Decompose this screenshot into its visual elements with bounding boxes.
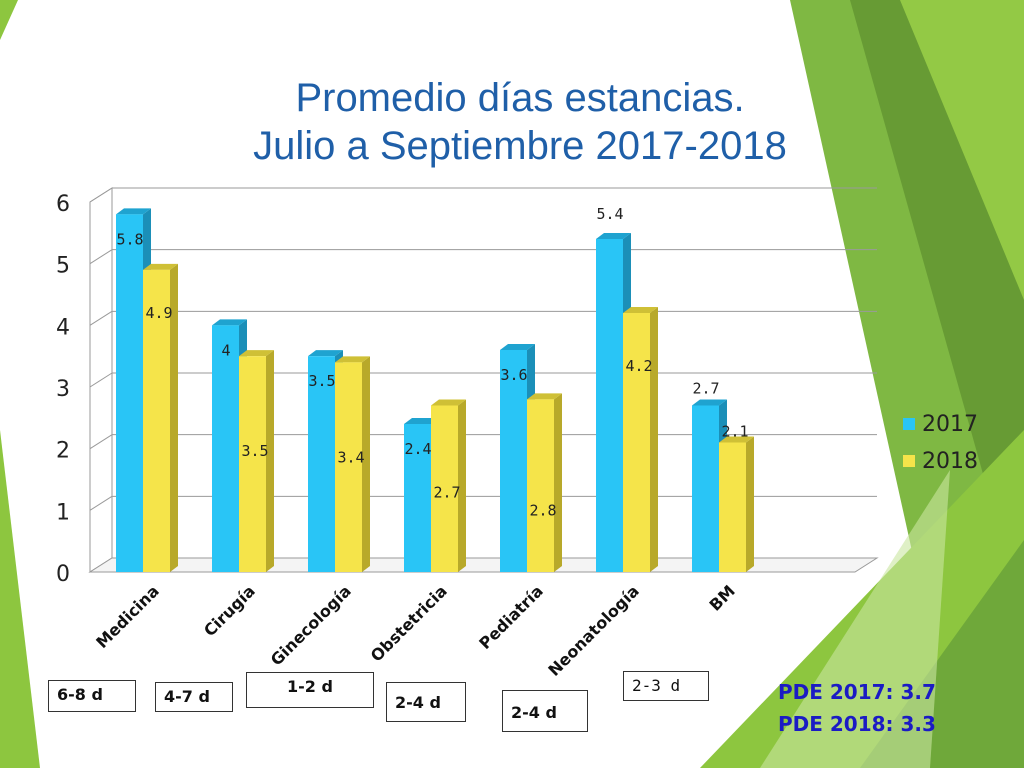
bar-2018 (623, 313, 650, 572)
legend-label-2018: 2018 (922, 449, 978, 474)
bar-2017 (404, 424, 431, 572)
bar-2017 (212, 325, 239, 572)
bar-2018-side (650, 307, 658, 572)
bar-2017 (308, 356, 335, 572)
pde-2017: PDE 2017: 3.7 (778, 680, 936, 704)
y-tick-label: 4 (56, 315, 70, 340)
gridline-side (89, 372, 113, 388)
bar-2018 (431, 405, 458, 572)
y-tick-label: 3 (56, 377, 70, 402)
bar-2018-top (143, 263, 178, 270)
bar-2017-top (116, 208, 151, 215)
bar-2018-top (335, 356, 370, 363)
bar-2018-top (719, 436, 754, 443)
legend-swatch-2018 (903, 455, 915, 467)
gridline-side (89, 310, 113, 326)
x-category-label: Neonatología (544, 581, 642, 679)
chart-floor (88, 557, 879, 573)
data-label-2018: 3.4 (337, 448, 364, 466)
bar-2018-side (170, 263, 178, 572)
data-label-2017: 3.5 (308, 372, 335, 390)
y-tick-label: 1 (56, 500, 70, 525)
data-label-2017: 5.4 (596, 205, 623, 223)
stay-range-box: 2-4 d (386, 682, 466, 722)
bar-2017-top (692, 399, 727, 406)
stay-range-box: 1-2 d (246, 672, 374, 708)
data-label-2018: 3.5 (241, 442, 268, 460)
bar-2017-top (404, 418, 439, 424)
gridline-side (89, 187, 113, 203)
bar-2017 (596, 239, 623, 572)
bar-2018 (335, 362, 362, 572)
pde-summary: PDE 2017: 3.7 PDE 2018: 3.3 (778, 676, 936, 740)
chart-title: Promedio días estancias. Julio a Septiem… (150, 74, 890, 170)
chart-title-line-1: Promedio días estancias. (295, 76, 745, 120)
gridline-side (89, 249, 113, 265)
y-tick-label: 5 (56, 254, 70, 279)
chart-title-line-2: Julio a Septiembre 2017-2018 (253, 124, 787, 168)
bar-2018-side (266, 350, 274, 572)
bar-2018-side (746, 436, 754, 572)
x-category-label: Ginecología (267, 581, 355, 669)
bar-2017 (116, 214, 143, 573)
bar-2017-top (308, 350, 343, 357)
bar-2017-top (212, 319, 247, 326)
legend-swatch-2017 (903, 418, 915, 430)
bar-2018-top (527, 393, 562, 400)
legend-label-2017: 2017 (922, 412, 978, 437)
bar-2018 (527, 399, 554, 572)
data-label-2018: 4.9 (145, 304, 172, 322)
bar-2018-side (458, 399, 466, 572)
gridline-side (89, 495, 113, 511)
bar-2018-side (554, 393, 562, 572)
data-label-2017: 2.4 (404, 440, 431, 458)
pde-2018: PDE 2018: 3.3 (778, 712, 936, 736)
x-category-label: Obstetricia (367, 581, 451, 665)
data-label-2018: 2.7 (433, 484, 460, 502)
bar-2017-top (596, 233, 631, 239)
bar-2018-top (431, 399, 466, 406)
bar-2017 (692, 405, 719, 572)
x-category-label: Pediatría (475, 581, 547, 653)
data-label-2017: 3.6 (500, 366, 527, 384)
bar-2018 (719, 442, 746, 572)
bar-2017 (500, 350, 527, 572)
bar-2018-side (362, 356, 370, 572)
x-category-label: Medicina (92, 581, 163, 652)
stay-range-box: 2-4 d (502, 690, 588, 732)
data-label-2018: 2.1 (721, 423, 748, 441)
y-tick-label: 2 (56, 439, 70, 464)
bar-2018-top (239, 350, 274, 357)
bar-2018-top (623, 307, 658, 313)
data-label-2017: 4 (221, 341, 230, 359)
x-category-label: BM (706, 581, 739, 614)
stay-range-box: 4-7 d (155, 682, 233, 712)
bar-2018 (239, 356, 266, 572)
data-label-2018: 2.8 (529, 501, 556, 519)
y-tick-label: 6 (56, 192, 70, 217)
bar-2018 (143, 269, 170, 572)
x-category-label: Cirugía (200, 581, 259, 640)
data-label-2018: 4.2 (625, 357, 652, 375)
data-label-2017: 5.8 (116, 230, 143, 248)
stay-range-box: 2-3 d (623, 671, 709, 701)
y-tick-label: 0 (56, 562, 70, 587)
stay-range-box: 6-8 d (48, 680, 136, 712)
gridline-side (89, 434, 113, 450)
bar-2017-top (500, 344, 535, 350)
data-label-2017: 2.7 (692, 380, 719, 398)
